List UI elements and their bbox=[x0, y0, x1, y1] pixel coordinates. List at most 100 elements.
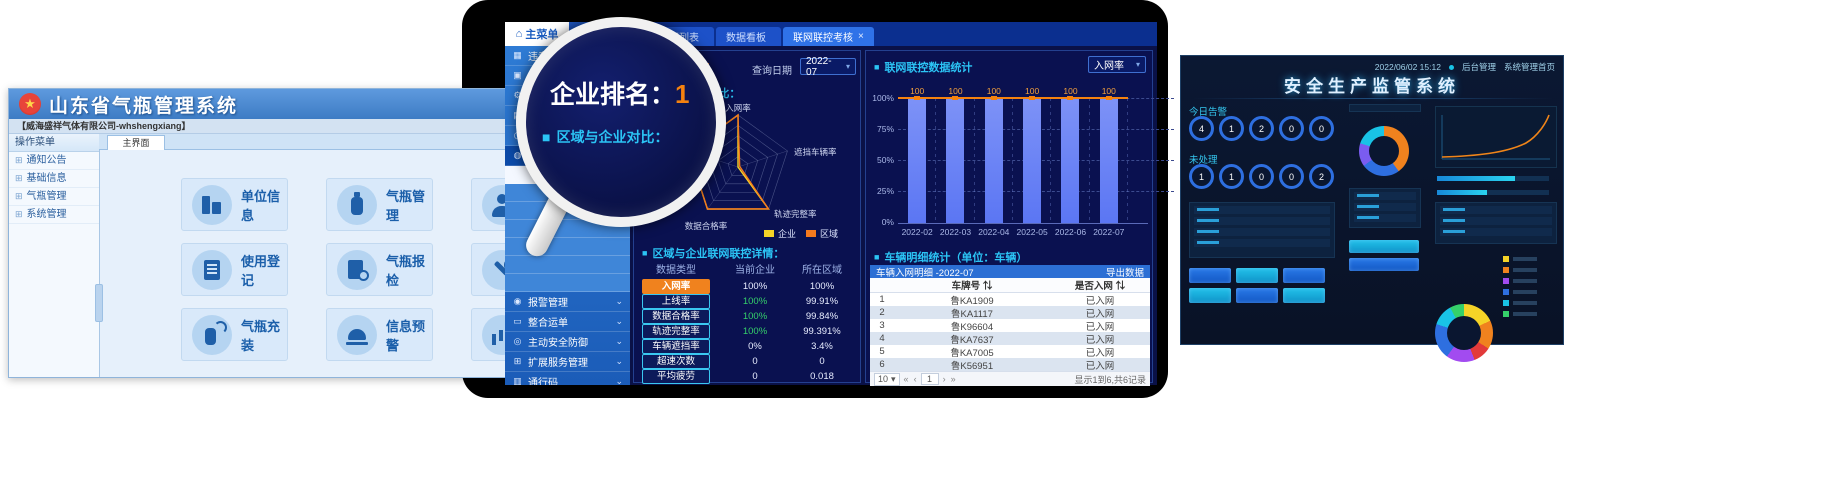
submenu-item[interactable] bbox=[505, 274, 630, 292]
admin-link[interactable]: 后台管理 bbox=[1461, 62, 1496, 72]
sidebar-item[interactable]: ⊞ 系统管理 bbox=[9, 206, 99, 224]
expand-plus-icon[interactable]: ⊞ bbox=[15, 155, 23, 165]
stat-ring: 0 bbox=[1279, 116, 1304, 141]
export-button[interactable]: 导出数据 bbox=[1105, 267, 1144, 279]
radar-legend: 企业 区域 bbox=[764, 227, 838, 240]
app-title: 山东省气瓶管理系统 bbox=[49, 95, 239, 117]
home-tile[interactable]: 气瓶充装 bbox=[181, 308, 288, 361]
home-link[interactable]: 系统管理首页 bbox=[1503, 62, 1555, 72]
home-tile[interactable]: 气瓶报检 bbox=[326, 243, 433, 296]
menu-item[interactable]: ◎ 主动安全防御 ⌄ bbox=[505, 332, 630, 352]
action-button[interactable] bbox=[1283, 288, 1325, 303]
content-tabbar: 主界面 bbox=[99, 134, 509, 150]
table-row[interactable]: 2 鲁KA1117 已入网 bbox=[870, 306, 1150, 320]
chevron-down-icon: ⌄ bbox=[615, 336, 623, 346]
chevron-down-icon: ⌄ bbox=[615, 316, 623, 326]
menu-item[interactable]: ▥ 通行码 ⌄ bbox=[505, 372, 630, 385]
row-index: 4 bbox=[879, 333, 885, 344]
menu-item[interactable]: ▭ 整合运单 ⌄ bbox=[505, 312, 630, 332]
table-row[interactable]: 1 鲁KA1909 已入网 bbox=[870, 293, 1150, 307]
prev-page-icon[interactable]: ‹ bbox=[913, 374, 917, 384]
col-plate[interactable]: 车牌号 ⇅ bbox=[951, 281, 993, 292]
first-page-icon[interactable]: « bbox=[903, 374, 909, 384]
home-tile[interactable]: 单位信息 bbox=[181, 178, 288, 231]
metric-select[interactable]: 入网率 ▾ bbox=[1088, 56, 1146, 73]
legend-swatch bbox=[764, 230, 774, 237]
table-row[interactable]: 4 鲁KA7637 已入网 bbox=[870, 332, 1150, 346]
action-button[interactable] bbox=[1283, 268, 1325, 283]
detail-row: 超速次数 0 0 bbox=[634, 354, 862, 369]
expand-plus-icon[interactable]: ⊞ bbox=[15, 209, 23, 219]
row-index: 5 bbox=[879, 346, 885, 357]
trend-line-svg bbox=[1441, 114, 1550, 160]
legend-label-placeholder bbox=[1513, 257, 1537, 261]
metric-button[interactable]: 超速次数 bbox=[642, 354, 710, 369]
metric-button[interactable]: 上线率 bbox=[642, 294, 710, 309]
sort-icon[interactable]: ⇅ bbox=[1115, 281, 1126, 292]
sidebar-item-label: 系统管理 bbox=[26, 209, 67, 220]
bar: 100 bbox=[1013, 86, 1052, 223]
metric-button[interactable]: 车辆遮挡率 bbox=[642, 339, 710, 354]
legend-item bbox=[1503, 289, 1537, 295]
menu-item-icon: ⊞ bbox=[513, 356, 522, 366]
home-tile[interactable]: 气瓶管理 bbox=[326, 178, 433, 231]
sidebar-item[interactable]: ⊞ 气瓶管理 bbox=[9, 188, 99, 206]
last-page-icon[interactable]: » bbox=[950, 374, 956, 384]
progress-bar bbox=[1437, 176, 1549, 181]
page-title: 安全生产监管系统 bbox=[1284, 77, 1460, 96]
table-row[interactable]: 5 鲁KA7005 已入网 bbox=[870, 345, 1150, 359]
workspace-tab[interactable]: 数据看板 bbox=[716, 27, 781, 46]
metric-button[interactable]: 数据合格率 bbox=[642, 309, 710, 324]
menu-item[interactable]: ⊞ 扩展服务管理 ⌄ bbox=[505, 352, 630, 372]
progress-bar bbox=[1437, 190, 1549, 195]
table-row[interactable]: 6 鲁K56951 已入网 bbox=[870, 358, 1150, 372]
action-button[interactable] bbox=[1349, 258, 1419, 271]
action-button[interactable] bbox=[1236, 268, 1278, 283]
action-button[interactable] bbox=[1349, 240, 1419, 253]
submenu-item[interactable] bbox=[505, 238, 630, 256]
workspace-tab[interactable]: 联网联控考核 × bbox=[783, 27, 874, 46]
legend-swatch bbox=[1503, 289, 1509, 295]
metric-select-value: 入网率 bbox=[1094, 61, 1124, 72]
network-status: 已入网 bbox=[1085, 334, 1115, 346]
center-menu-bottom: ◉ 报警管理 ⌄ ▭ 整合运单 ⌄ ◎ 主动安全防御 ⌄ ⊞ 扩展服务管理 bbox=[505, 292, 630, 385]
row-index: 1 bbox=[879, 294, 885, 305]
query-date-select[interactable]: 2022-07 ▾ bbox=[800, 56, 856, 78]
stat-value: 2 bbox=[1318, 171, 1324, 182]
action-button[interactable] bbox=[1189, 268, 1231, 283]
menu-item[interactable]: ◉ 报警管理 ⌄ bbox=[505, 292, 630, 312]
action-button[interactable] bbox=[1236, 288, 1278, 303]
sidebar-item-label: 通知公告 bbox=[26, 155, 67, 166]
action-button[interactable] bbox=[1189, 288, 1231, 303]
region-value: 100% bbox=[809, 281, 835, 292]
metric-button[interactable]: 轨迹完整率 bbox=[642, 324, 710, 339]
tile-label: 气瓶充装 bbox=[241, 318, 281, 353]
page-size-select[interactable]: 10 ▾ bbox=[874, 372, 900, 386]
svg-text:轨迹完整率: 轨迹完整率 bbox=[774, 209, 817, 219]
expand-plus-icon[interactable]: ⊞ bbox=[15, 191, 23, 201]
next-page-icon[interactable]: › bbox=[942, 374, 946, 384]
home-tile[interactable]: 使用登记 bbox=[181, 243, 288, 296]
unhandled-stats: 1 1 0 0 2 bbox=[1189, 164, 1334, 189]
legend-item bbox=[1503, 267, 1537, 273]
bar: 100 bbox=[1090, 86, 1129, 223]
sort-icon[interactable]: ⇅ bbox=[982, 281, 993, 292]
submenu-item[interactable] bbox=[505, 256, 630, 274]
current-page-input[interactable]: 1 bbox=[920, 373, 939, 385]
company-value: 0 bbox=[752, 371, 758, 382]
tab-main[interactable]: 主界面 bbox=[107, 135, 165, 150]
svg-text:入网率: 入网率 bbox=[725, 103, 751, 113]
menu-item-label: 主动安全防御 bbox=[528, 338, 588, 349]
expand-plus-icon[interactable]: ⊞ bbox=[15, 173, 23, 183]
col-status[interactable]: 是否入网 ⇅ bbox=[1074, 281, 1126, 292]
status-dot-icon bbox=[1448, 64, 1454, 70]
home-tile[interactable]: 信息预警 bbox=[326, 308, 433, 361]
close-icon[interactable]: × bbox=[858, 31, 864, 42]
legend-swatch bbox=[1503, 300, 1509, 306]
table-row[interactable]: 3 鲁K96604 已入网 bbox=[870, 319, 1150, 333]
sidebar-item[interactable]: ⊞ 通知公告 bbox=[9, 152, 99, 170]
sidebar-collapse-handle[interactable] bbox=[95, 284, 103, 322]
sidebar-item[interactable]: ⊞ 基础信息 bbox=[9, 170, 99, 188]
metric-button[interactable]: 入网率 bbox=[642, 279, 710, 294]
metric-button[interactable]: 平均疲劳 bbox=[642, 369, 710, 384]
